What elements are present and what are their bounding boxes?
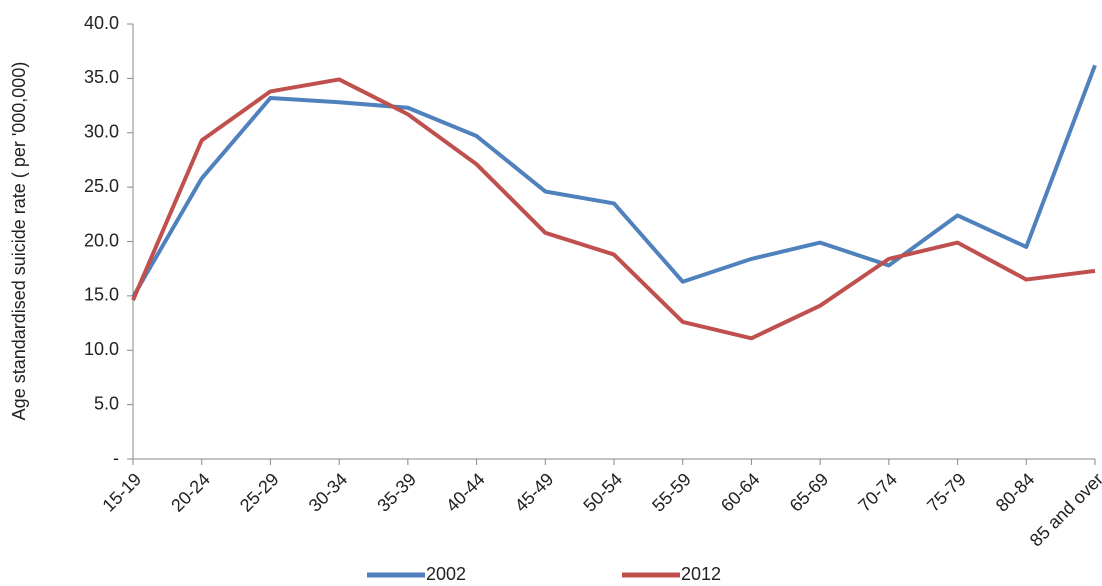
y-tick-label: 10.0 bbox=[84, 339, 119, 359]
y-axis-label: Age standardised suicide rate ( per '000… bbox=[9, 62, 29, 421]
x-tick-label: 50-54 bbox=[579, 469, 626, 516]
x-tick-label: 30-34 bbox=[305, 469, 352, 516]
y-tick-label: 5.0 bbox=[94, 393, 119, 413]
y-tick-label: 35.0 bbox=[84, 67, 119, 87]
x-tick-label: 55-59 bbox=[648, 469, 695, 516]
x-tick-label: 20-24 bbox=[167, 469, 214, 516]
x-tick-label: 25-29 bbox=[236, 469, 283, 516]
line-series bbox=[131, 64, 1097, 298]
x-tick-label: 45-49 bbox=[511, 469, 558, 516]
y-tick-label: 25.0 bbox=[84, 176, 119, 196]
x-tick-label: 65-69 bbox=[786, 469, 833, 516]
x-tick-label: 15-19 bbox=[98, 469, 145, 516]
y-tick-label: 15.0 bbox=[84, 285, 119, 305]
x-tick-label: 75-79 bbox=[923, 469, 970, 516]
y-tick-label: 30.0 bbox=[84, 122, 119, 142]
y-tick-label: 40.0 bbox=[84, 13, 119, 33]
legend-label: 2002 bbox=[426, 564, 466, 584]
x-tick-label: 80-84 bbox=[992, 469, 1039, 516]
x-tick-label: 85 and over bbox=[1026, 469, 1102, 550]
x-tick-label: 70-74 bbox=[854, 469, 901, 516]
legend-label: 2012 bbox=[681, 564, 721, 584]
x-tick-label: 40-44 bbox=[442, 469, 489, 516]
x-tick-label: 35-39 bbox=[373, 469, 420, 516]
line-series bbox=[131, 77, 1096, 341]
x-tick-label: 60-64 bbox=[717, 469, 764, 516]
y-tick-label: - bbox=[113, 448, 119, 468]
y-tick-label: 20.0 bbox=[84, 230, 119, 250]
